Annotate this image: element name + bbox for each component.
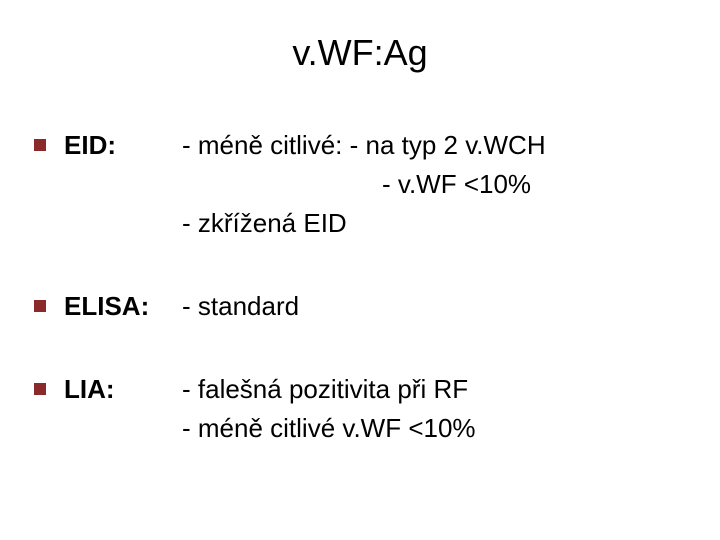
bullet-icon	[34, 139, 46, 151]
item-detail: - falešná pozitivita při RF - méně citli…	[182, 370, 694, 448]
item-label: LIA:	[64, 370, 182, 409]
detail-line: - méně citlivé v.WF <10%	[182, 409, 694, 448]
detail-line: - méně citlivé: - na typ 2 v.WCH	[182, 126, 694, 165]
item-detail: - standard	[182, 287, 694, 326]
list-item: LIA: - falešná pozitivita při RF - méně …	[34, 370, 694, 448]
detail-line: - v.WF <10%	[182, 165, 694, 204]
slide-content: EID: - méně citlivé: - na typ 2 v.WCH - …	[34, 126, 694, 492]
detail-line: - standard	[182, 287, 694, 326]
slide-title: v.WF:Ag	[0, 32, 720, 74]
item-label: EID:	[64, 126, 182, 165]
list-item: ELISA: - standard	[34, 287, 694, 326]
bullet-icon	[34, 300, 46, 312]
bullet-icon	[34, 383, 46, 395]
list-item: EID: - méně citlivé: - na typ 2 v.WCH - …	[34, 126, 694, 243]
item-label: ELISA:	[64, 287, 182, 326]
item-detail: - méně citlivé: - na typ 2 v.WCH - v.WF …	[182, 126, 694, 243]
detail-line: - falešná pozitivita při RF	[182, 370, 694, 409]
detail-line: - zkřížená EID	[182, 204, 694, 243]
